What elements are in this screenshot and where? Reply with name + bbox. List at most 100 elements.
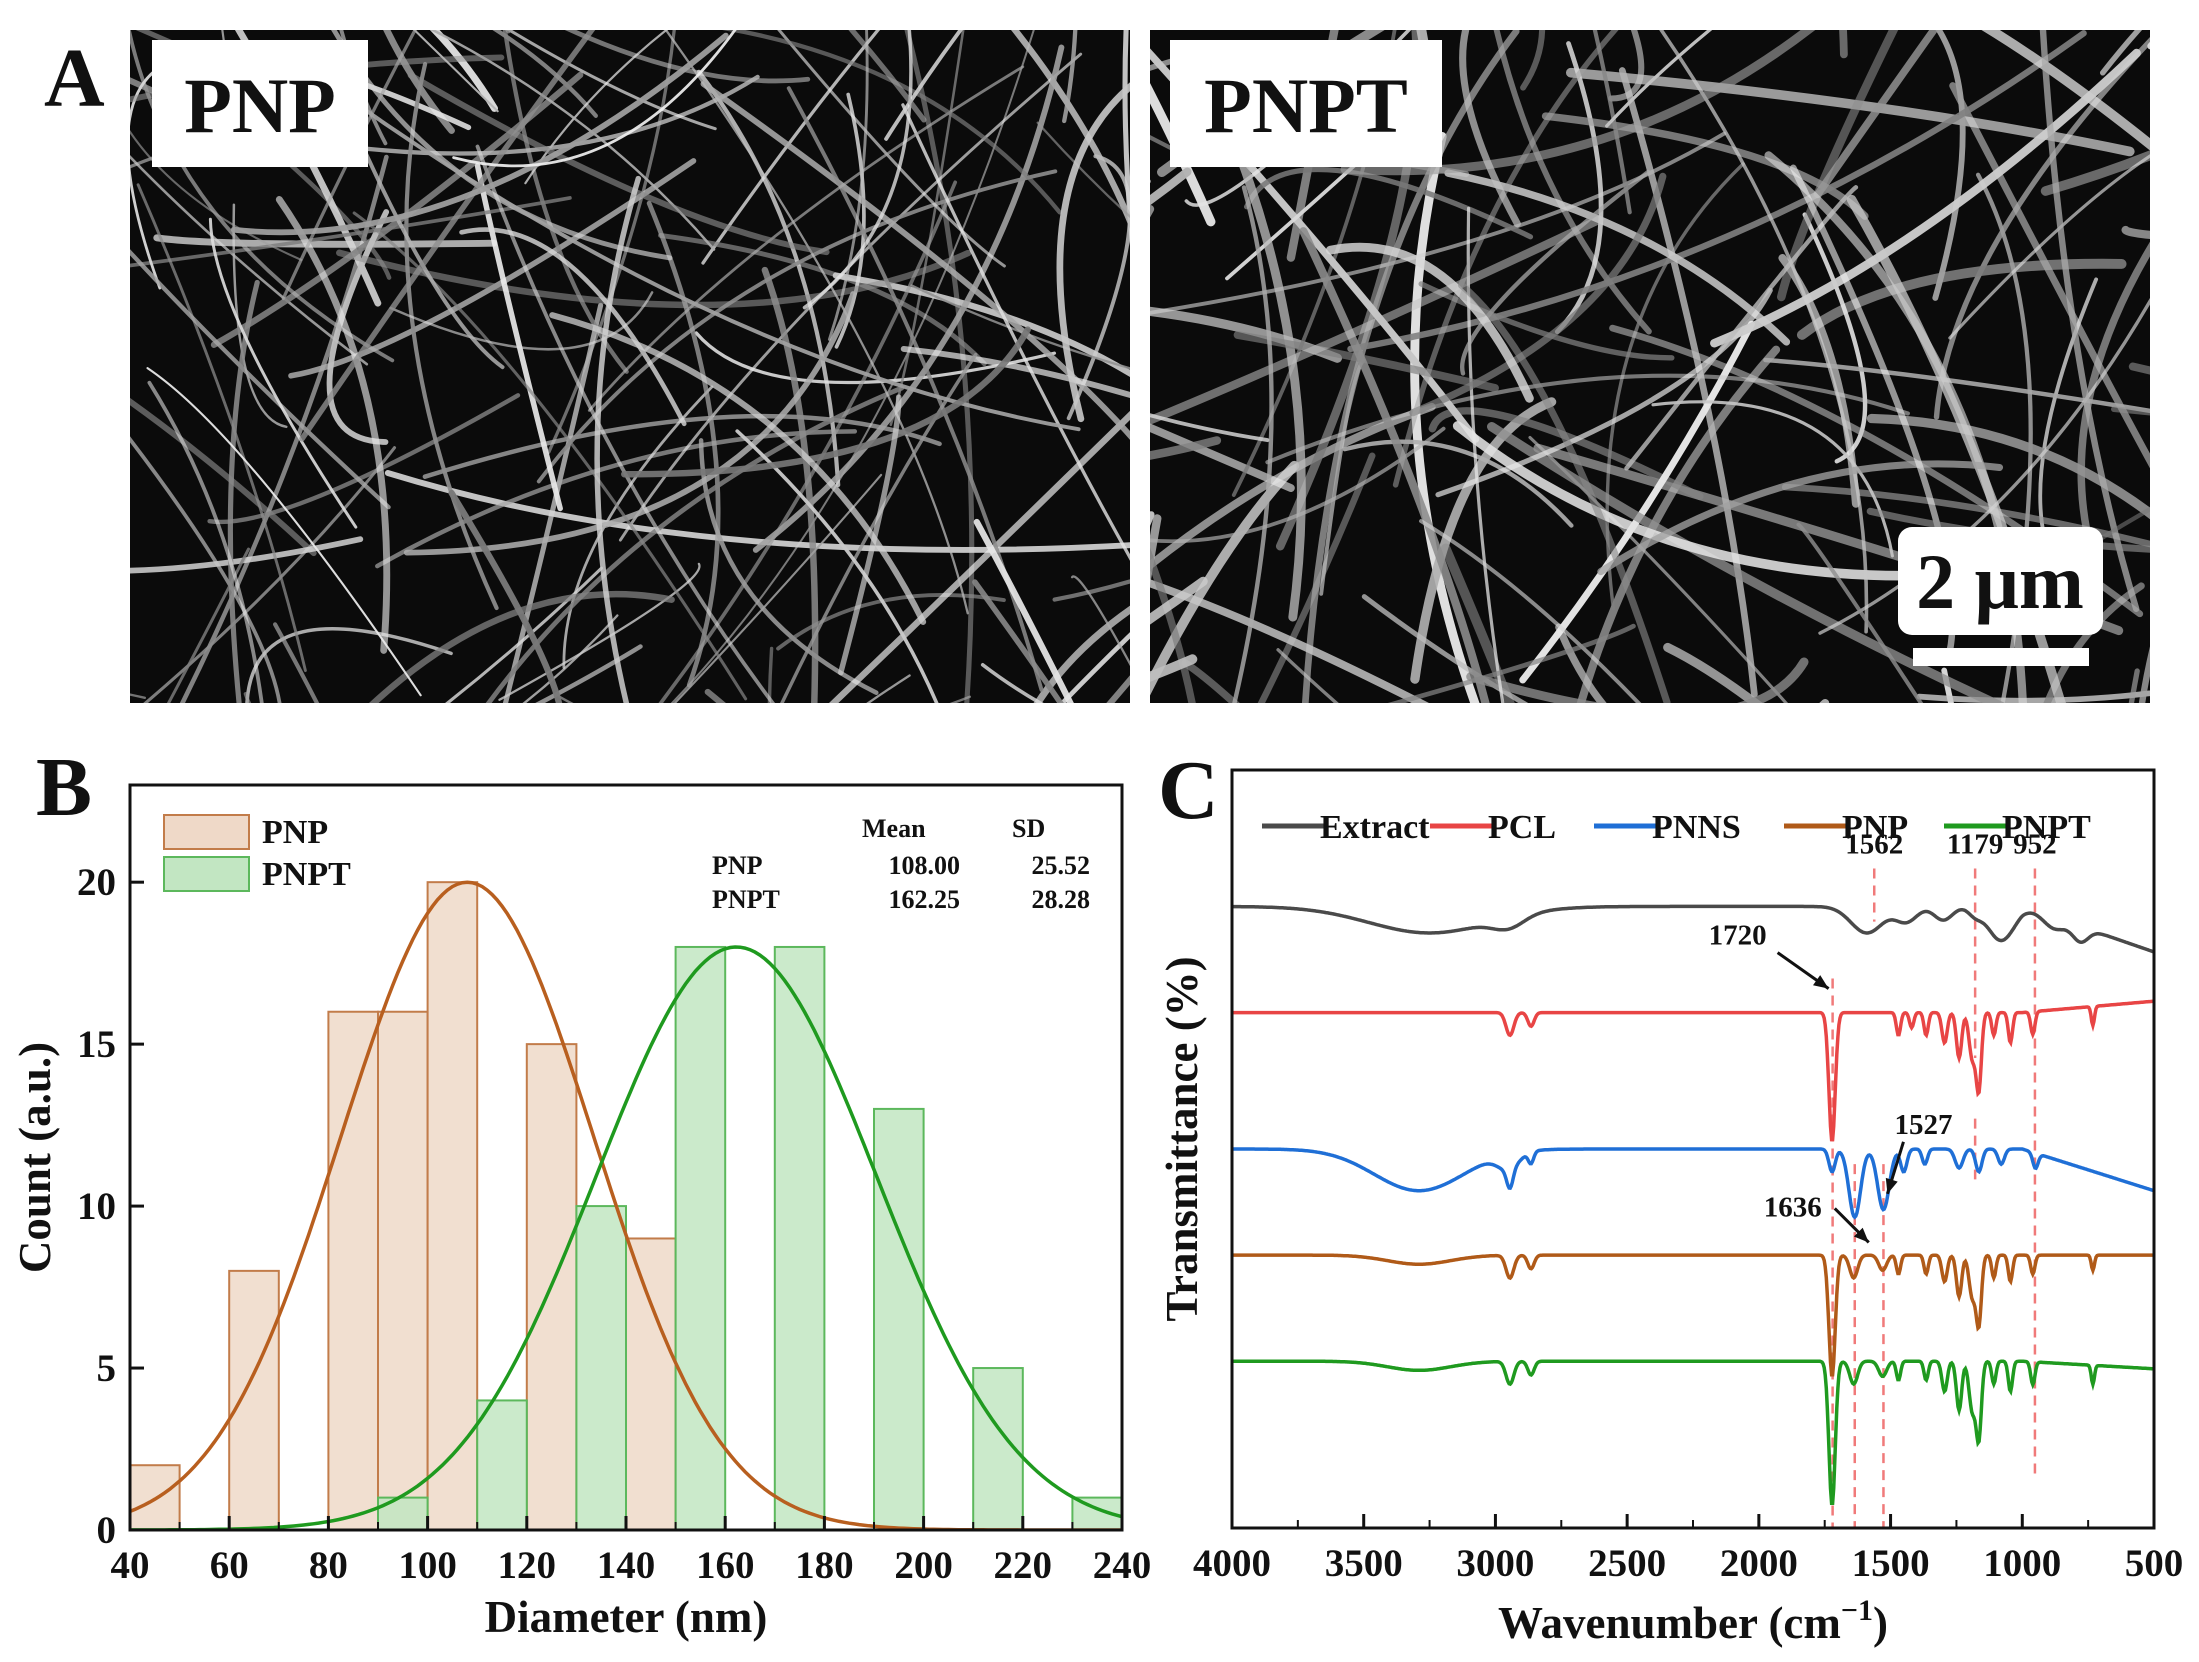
fiber xyxy=(1122,30,1130,247)
fiber xyxy=(670,30,1035,703)
fit-curve-pnpt xyxy=(130,945,1122,1530)
fiber xyxy=(369,590,675,703)
fiber xyxy=(1852,736,2177,998)
fiber xyxy=(884,30,963,141)
fiber xyxy=(383,30,455,134)
fiber xyxy=(2147,41,2150,50)
fiber xyxy=(1299,227,1490,703)
sem-label-pnp: PNP xyxy=(184,62,336,149)
y-tick-label: 0 xyxy=(97,1509,117,1552)
peak-label: 1179 xyxy=(1947,828,2003,860)
axes-b: 40 60 80 100 120 140 160 180 200 220 240 0 5 10 15 20 Di… xyxy=(10,861,1151,1642)
fiber xyxy=(130,196,572,268)
x-axis-title: Wavenumber (cm−1) xyxy=(1498,1594,1888,1648)
fiber xyxy=(427,0,1003,27)
fiber xyxy=(701,30,881,265)
fiber xyxy=(275,196,391,654)
fiber xyxy=(1392,30,1619,488)
fiber xyxy=(2164,724,2199,1022)
fiber xyxy=(1313,729,1346,1074)
peak-arrow-head xyxy=(1813,975,1829,989)
x-tick-label: 140 xyxy=(597,1544,656,1587)
fiber xyxy=(130,249,391,510)
histogram-bar-pnpt xyxy=(476,1399,528,1530)
fiber xyxy=(124,0,257,11)
sem-label-pnpt: PNPT xyxy=(1204,62,1408,149)
peak-label: 1636 xyxy=(1764,1191,1822,1223)
fiber xyxy=(778,742,1080,809)
fiber xyxy=(326,209,390,445)
fiber xyxy=(1763,357,2150,414)
fiber xyxy=(524,30,669,185)
fiber xyxy=(136,183,307,673)
x-tick-label: 200 xyxy=(894,1544,953,1587)
marker-lines xyxy=(1831,868,2037,1528)
fiber xyxy=(564,30,811,84)
legend-label-pnpt: PNPT xyxy=(2002,809,2091,846)
x-tick-label: 100 xyxy=(398,1544,457,1587)
fiber xyxy=(1813,30,1939,199)
fiber xyxy=(2043,582,2145,703)
fiber xyxy=(230,32,729,236)
fiber xyxy=(780,352,978,703)
fiber xyxy=(1342,439,1574,528)
spectrum-pnp xyxy=(1232,1253,2154,1377)
legend-label-pnpt: PNPT xyxy=(262,856,351,893)
stats-header-mean: Mean xyxy=(862,814,926,843)
histogram-bar-pnp xyxy=(327,1010,379,1530)
legend-label-pcl: PCL xyxy=(1488,809,1556,846)
fiber xyxy=(1150,402,1436,571)
fiber xyxy=(1033,605,1130,703)
fiber xyxy=(1361,594,1529,703)
x-tick-label: 3000 xyxy=(1456,1542,1534,1585)
fiber xyxy=(403,291,856,556)
peak-arrow-head xyxy=(1853,1227,1869,1243)
legend-c: Extract PCL PNNS PNP PNPT xyxy=(1262,809,2091,846)
fiber xyxy=(1459,30,1521,228)
fiber xyxy=(1325,242,1534,403)
fiber xyxy=(1056,82,1130,423)
x-tick-label: 4000 xyxy=(1193,1542,1271,1585)
fiber xyxy=(1705,743,2199,781)
fiber xyxy=(827,30,869,341)
fiber xyxy=(1624,185,1859,471)
fiber xyxy=(429,30,716,251)
fiber xyxy=(352,211,748,701)
fiber xyxy=(828,410,1130,703)
fiber xyxy=(1409,172,1667,417)
fiber xyxy=(2040,506,2150,581)
fiber xyxy=(130,154,369,366)
scale-bar-label-box xyxy=(1898,527,2103,635)
stats-table: Mean SD PNP 108.00 25.52 PNPT 162.25 28.28 xyxy=(712,814,1090,914)
fiber xyxy=(448,489,563,703)
histogram-bar-pnpt xyxy=(873,1107,925,1530)
y-tick-label: 20 xyxy=(77,861,116,904)
fiber xyxy=(1036,121,1130,219)
fiber xyxy=(153,234,498,248)
fiber xyxy=(474,163,563,512)
fiber xyxy=(535,644,643,703)
stats-row-sd: 25.52 xyxy=(1032,851,1091,880)
histogram-bar-pnp xyxy=(228,1269,280,1530)
stats-row-mean: 162.25 xyxy=(889,885,961,914)
fiber xyxy=(901,103,1130,561)
peak-label: 952 xyxy=(2013,828,2057,860)
fiber xyxy=(1150,426,1446,544)
fiber xyxy=(1566,67,2135,157)
histogram-bar-pnp xyxy=(377,1010,429,1530)
spectrum-extract xyxy=(1232,904,2154,954)
fiber xyxy=(1975,172,2033,703)
stats-row-sd: 28.28 xyxy=(1032,885,1091,914)
fiber xyxy=(1608,30,1645,102)
fiber xyxy=(504,30,511,34)
sem-fibers-pnp xyxy=(124,0,1130,944)
fiber xyxy=(384,470,1130,553)
fiber xyxy=(700,81,1130,440)
fiber xyxy=(336,712,889,944)
x-axis-title-main: Wavenumber (cm xyxy=(1498,1598,1841,1648)
legend-label-extract: Extract xyxy=(1320,809,1430,846)
fiber xyxy=(459,227,687,427)
scale-bar-label: 2 μm xyxy=(1916,538,2084,625)
panel-letter-a: A xyxy=(44,32,105,125)
stats-header-sd: SD xyxy=(1012,814,1045,843)
